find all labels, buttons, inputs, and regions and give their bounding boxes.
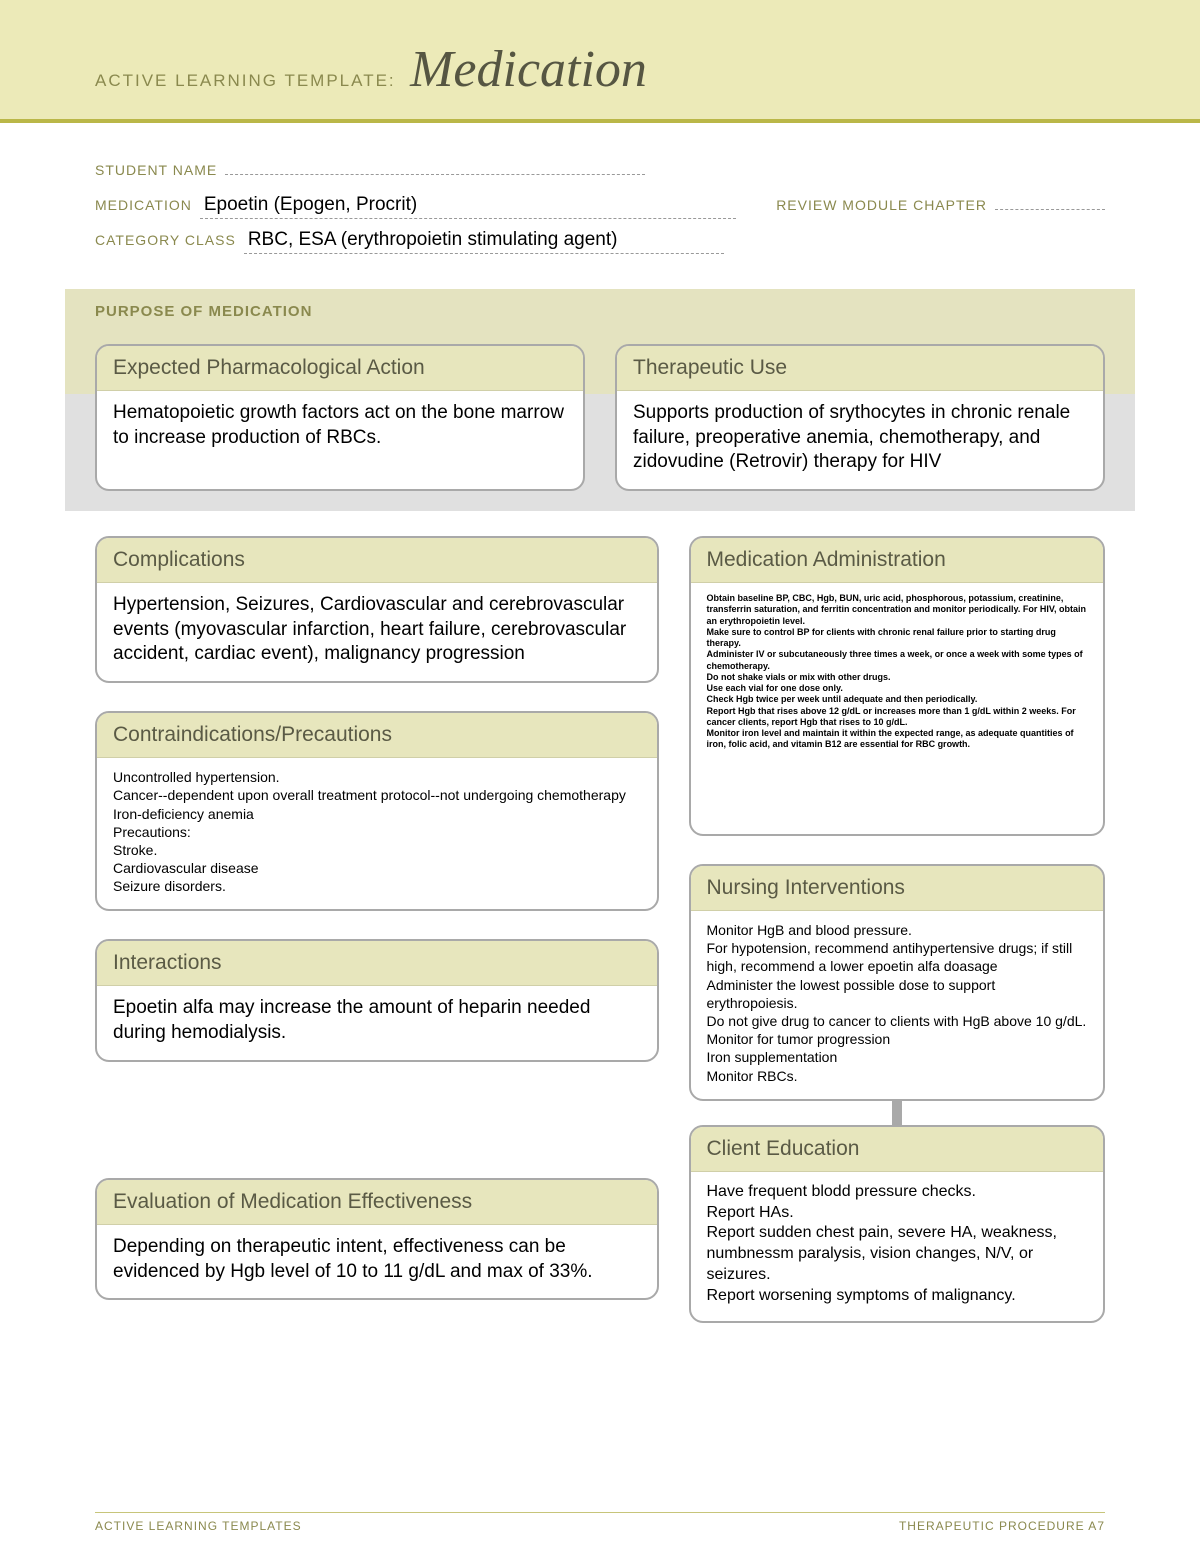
- value-category[interactable]: RBC, ESA (erythropoietin stimulating age…: [244, 229, 724, 254]
- content-grid: Complications Hypertension, Seizures, Ca…: [0, 511, 1200, 1332]
- box-therapeutic-use-title: Therapeutic Use: [617, 346, 1103, 391]
- box-client-education-title: Client Education: [691, 1127, 1104, 1172]
- box-nursing-title: Nursing Interventions: [691, 866, 1104, 911]
- label-student-name: STUDENT NAME: [95, 162, 217, 178]
- box-interactions-body: Epoetin alfa may increase the amount of …: [97, 986, 657, 1059]
- connector-nursing-client-ed: [892, 1101, 902, 1125]
- label-category: CATEGORY CLASS: [95, 232, 236, 248]
- column-left: Complications Hypertension, Seizures, Ca…: [95, 536, 659, 1322]
- box-therapeutic-use-body: Supports production of srythocytes in ch…: [617, 391, 1103, 489]
- label-medication: MEDICATION: [95, 197, 192, 213]
- box-evaluation-body: Depending on therapeutic intent, effecti…: [97, 1225, 657, 1298]
- box-interactions: Interactions Epoetin alfa may increase t…: [95, 939, 659, 1061]
- form-area: STUDENT NAME MEDICATION Epoetin (Epogen,…: [0, 123, 1200, 274]
- box-contraindications-body: Uncontrolled hypertension. Cancer--depen…: [97, 758, 657, 909]
- header-prefix: ACTIVE LEARNING TEMPLATE:: [95, 71, 396, 91]
- footer-left: ACTIVE LEARNING TEMPLATES: [95, 1519, 302, 1533]
- header-title: Medication: [410, 40, 647, 99]
- box-therapeutic-use: Therapeutic Use Supports production of s…: [615, 344, 1105, 491]
- row-student-name: STUDENT NAME: [95, 153, 1105, 178]
- label-review-chapter: REVIEW MODULE CHAPTER: [776, 197, 987, 213]
- box-complications-title: Complications: [97, 538, 657, 583]
- purpose-row: Expected Pharmacological Action Hematopo…: [65, 394, 1135, 511]
- value-student-name[interactable]: [225, 153, 645, 175]
- box-expected-action: Expected Pharmacological Action Hematopo…: [95, 344, 585, 491]
- box-contraindications-title: Contraindications/Precautions: [97, 713, 657, 758]
- box-contraindications: Contraindications/Precautions Uncontroll…: [95, 711, 659, 911]
- footer: ACTIVE LEARNING TEMPLATES THERAPEUTIC PR…: [95, 1512, 1105, 1533]
- value-review-chapter[interactable]: [995, 188, 1105, 210]
- box-expected-action-body: Hematopoietic growth factors act on the …: [97, 391, 583, 464]
- box-expected-action-title: Expected Pharmacological Action: [97, 346, 583, 391]
- box-nursing: Nursing Interventions Monitor HgB and bl…: [689, 864, 1106, 1101]
- box-evaluation: Evaluation of Medication Effectiveness D…: [95, 1178, 659, 1300]
- footer-right: THERAPEUTIC PROCEDURE A7: [899, 1519, 1105, 1533]
- box-nursing-body: Monitor HgB and blood pressure. For hypo…: [691, 911, 1104, 1099]
- box-administration-body: Obtain baseline BP, CBC, Hgb, BUN, uric …: [691, 583, 1104, 765]
- box-client-education: Client Education Have frequent blodd pre…: [689, 1125, 1106, 1323]
- row-medication: MEDICATION Epoetin (Epogen, Procrit) REV…: [95, 188, 1105, 219]
- box-interactions-title: Interactions: [97, 941, 657, 986]
- page: ACTIVE LEARNING TEMPLATE: Medication STU…: [0, 0, 1200, 1553]
- box-administration-title: Medication Administration: [691, 538, 1104, 583]
- header-band: ACTIVE LEARNING TEMPLATE: Medication: [0, 0, 1200, 123]
- purpose-section-title: PURPOSE OF MEDICATION: [95, 303, 1105, 320]
- value-medication[interactable]: Epoetin (Epogen, Procrit): [200, 194, 736, 219]
- row-category: CATEGORY CLASS RBC, ESA (erythropoietin …: [95, 229, 1105, 254]
- box-client-education-body: Have frequent blodd pressure checks. Rep…: [691, 1172, 1104, 1321]
- column-right: Medication Administration Obtain baselin…: [689, 536, 1106, 1322]
- box-administration: Medication Administration Obtain baselin…: [689, 536, 1106, 836]
- box-complications: Complications Hypertension, Seizures, Ca…: [95, 536, 659, 683]
- box-evaluation-title: Evaluation of Medication Effectiveness: [97, 1180, 657, 1225]
- box-complications-body: Hypertension, Seizures, Cardiovascular a…: [97, 583, 657, 681]
